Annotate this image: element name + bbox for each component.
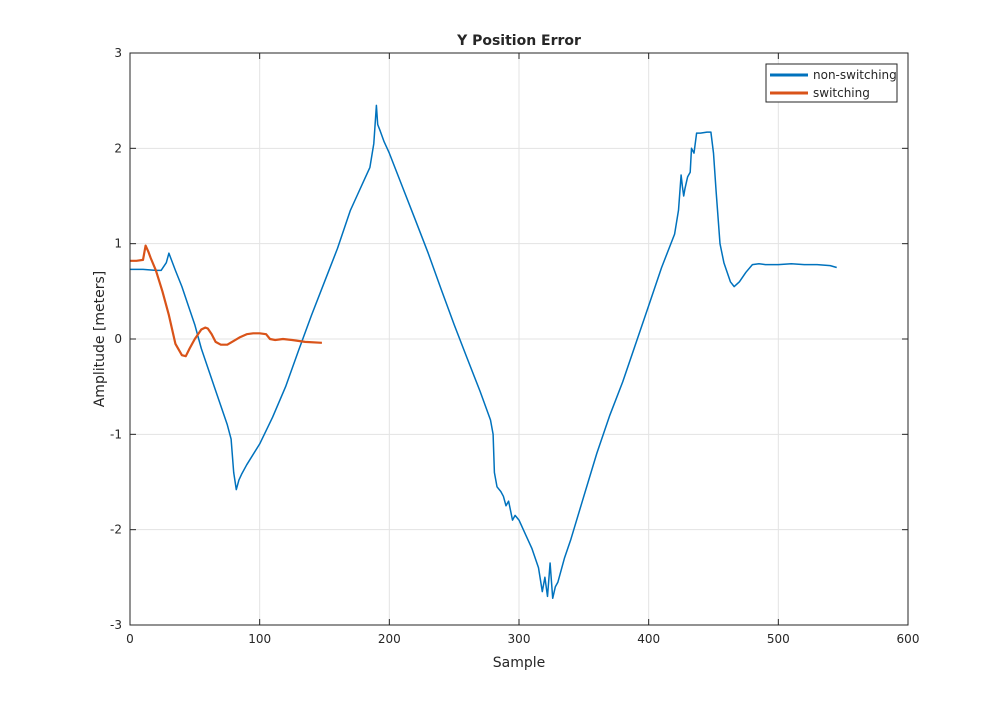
- x-tick-label: 300: [508, 632, 531, 646]
- y-tick-label: 1: [114, 237, 122, 251]
- y-tick-label: -3: [110, 618, 122, 632]
- x-axis-ticks: 0 100 200 300 400 500 600: [126, 53, 919, 646]
- x-tick-label: 600: [897, 632, 920, 646]
- legend-box: [765, 63, 898, 103]
- legend-label-non-switching: non-switching: [813, 68, 897, 82]
- x-tick-label: 100: [248, 632, 271, 646]
- y-tick-label: -2: [110, 523, 122, 537]
- legend: non-switching switching: [765, 63, 898, 103]
- series-line-switching: [130, 244, 322, 358]
- series-layer: [130, 104, 837, 600]
- x-tick-label: 0: [126, 632, 134, 646]
- x-tick-label: 400: [637, 632, 660, 646]
- x-tick-label: 200: [378, 632, 401, 646]
- series-line-non-switching: [130, 104, 837, 600]
- legend-label-switching: switching: [813, 86, 870, 100]
- y-axis-label: Amplitude [meters]: [92, 271, 108, 408]
- chart-title: Y Position Error: [456, 33, 581, 49]
- y-tick-label: -1: [110, 427, 122, 441]
- y-tick-label: 3: [114, 46, 122, 60]
- y-axis-ticks: -3 -2 -1 0 1 2 3: [110, 46, 908, 632]
- y-tick-label: 2: [114, 141, 122, 155]
- y-tick-label: 0: [114, 332, 122, 346]
- x-tick-label: 500: [767, 632, 790, 646]
- x-axis-label: Sample: [493, 655, 546, 671]
